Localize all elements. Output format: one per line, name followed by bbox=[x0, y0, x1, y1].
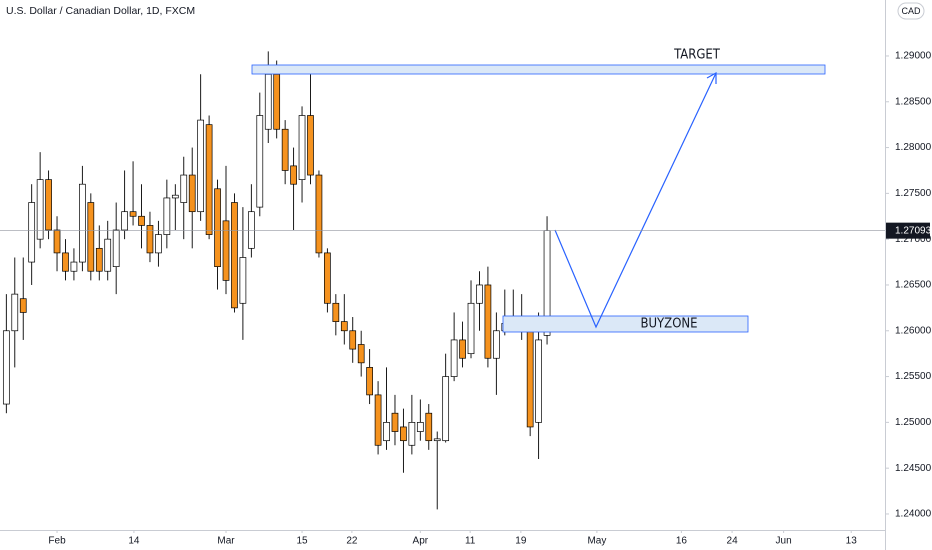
candle-body bbox=[188, 174, 196, 213]
y-tick-label: 1.24000 bbox=[895, 509, 932, 520]
y-tick-label: 1.28000 bbox=[895, 142, 932, 153]
x-tick-label: 15 bbox=[296, 536, 308, 547]
y-tick-label: 1.24500 bbox=[895, 463, 932, 474]
candle-body bbox=[155, 234, 162, 254]
candle-body bbox=[70, 261, 78, 272]
candle-body bbox=[231, 202, 238, 309]
candle-body bbox=[112, 229, 120, 267]
candle-body bbox=[425, 412, 433, 442]
candle-body bbox=[197, 119, 205, 213]
last-price-label: 1.27093 bbox=[895, 225, 932, 236]
candle-body bbox=[273, 73, 281, 130]
candle-body bbox=[416, 422, 424, 432]
x-tick-label: Mar bbox=[217, 536, 235, 547]
x-tick-label: Feb bbox=[48, 536, 66, 547]
candle-body bbox=[281, 128, 289, 171]
projection-path bbox=[554, 72, 717, 329]
candle-body bbox=[79, 183, 86, 263]
candle-body bbox=[315, 174, 323, 254]
projection-arrowhead bbox=[706, 71, 717, 84]
candle-body bbox=[36, 179, 44, 240]
y-tick-label: 1.28500 bbox=[895, 96, 932, 107]
candle-body bbox=[298, 115, 306, 180]
candle-body bbox=[11, 293, 19, 332]
candle-body bbox=[332, 302, 340, 322]
y-tick-label: 1.27500 bbox=[895, 188, 932, 199]
currency-badge bbox=[897, 2, 925, 20]
y-tick-label: 1.26500 bbox=[895, 280, 932, 291]
candle-body bbox=[340, 321, 348, 332]
candle-body bbox=[442, 376, 450, 442]
x-tick-label: 22 bbox=[346, 536, 358, 547]
x-tick-label: 16 bbox=[676, 536, 688, 547]
candle-body bbox=[526, 319, 534, 428]
candle-body bbox=[349, 330, 357, 350]
candle-body bbox=[467, 302, 475, 355]
candle-body bbox=[146, 225, 154, 254]
candle-body bbox=[476, 284, 483, 304]
y-tick-label: 1.29000 bbox=[895, 51, 932, 62]
candle-body bbox=[180, 174, 188, 203]
candle-body bbox=[264, 73, 272, 130]
x-tick-label: 14 bbox=[128, 536, 140, 547]
candle-body bbox=[493, 330, 500, 359]
candle-body bbox=[138, 215, 145, 226]
candle-body bbox=[408, 422, 416, 446]
y-tick-label: 1.26000 bbox=[895, 325, 932, 336]
candle-body bbox=[239, 257, 247, 304]
candle-body bbox=[290, 165, 297, 185]
x-tick-label: 11 bbox=[465, 536, 476, 547]
candle-body bbox=[366, 367, 373, 396]
candle-body bbox=[53, 229, 61, 254]
candle-body bbox=[400, 426, 407, 442]
y-tick-label: 1.25500 bbox=[895, 371, 932, 382]
x-tick-label: Apr bbox=[413, 536, 429, 547]
candle-body bbox=[104, 238, 112, 272]
y-tick-label: 1.27000 bbox=[895, 234, 932, 245]
candle-body bbox=[87, 202, 95, 272]
candle-body bbox=[28, 202, 36, 263]
y-tick-label: 1.25000 bbox=[895, 417, 932, 428]
candle-body bbox=[171, 194, 179, 199]
x-tick-label: Jun bbox=[776, 536, 792, 547]
candle-body bbox=[129, 211, 137, 217]
candle-body bbox=[391, 412, 399, 432]
x-tick-label: 19 bbox=[515, 536, 527, 547]
candle-body bbox=[62, 252, 69, 272]
x-tick-label: May bbox=[587, 536, 606, 547]
candle-body bbox=[484, 284, 492, 359]
x-tick-label: 24 bbox=[727, 536, 739, 547]
candle-body bbox=[2, 330, 10, 405]
candle-body bbox=[247, 211, 255, 249]
candle-body bbox=[459, 339, 466, 359]
target-label: TARGET bbox=[673, 48, 721, 63]
candle-body bbox=[163, 197, 171, 235]
candle-body bbox=[450, 339, 458, 377]
candle-body bbox=[121, 211, 128, 231]
buy-zone bbox=[502, 315, 749, 333]
candle-body bbox=[19, 298, 27, 313]
candle-body bbox=[205, 124, 213, 235]
candle-body bbox=[324, 252, 331, 304]
candle-body bbox=[433, 438, 441, 442]
last-price-badge bbox=[886, 222, 930, 239]
candle-body bbox=[374, 394, 382, 446]
candle-body bbox=[383, 422, 390, 442]
x-tick-label: 13 bbox=[846, 536, 858, 547]
candle-body bbox=[535, 339, 542, 423]
candle-body bbox=[307, 115, 314, 176]
chart-title: U.S. Dollar / Canadian Dollar, 1D, FXCM bbox=[6, 5, 195, 17]
currency-label: CAD bbox=[901, 6, 921, 16]
candle-body bbox=[357, 344, 365, 364]
candle-body bbox=[45, 179, 52, 231]
candle-body bbox=[256, 115, 264, 208]
candle-body bbox=[95, 247, 103, 272]
buyzone-label: BUYZONE bbox=[640, 317, 697, 332]
target-zone bbox=[251, 64, 826, 75]
candle-body bbox=[214, 188, 221, 267]
candle-body bbox=[222, 220, 230, 281]
